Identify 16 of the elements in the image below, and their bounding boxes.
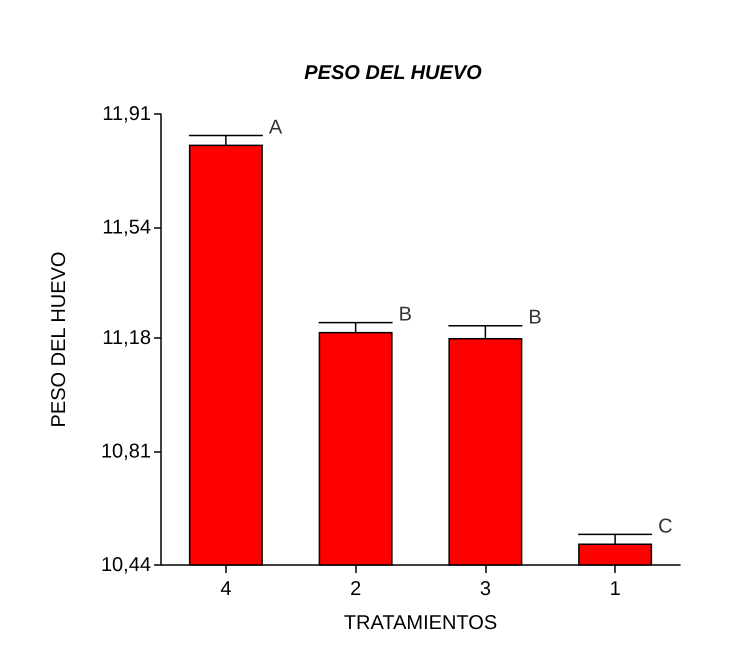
annotation: C — [658, 515, 673, 538]
x-axis-title: TRATAMIENTOS — [344, 612, 498, 634]
annotation: B — [528, 306, 542, 329]
x-tick-label: 2 — [350, 578, 362, 600]
chart-title: PESO DEL HUEVO — [304, 62, 482, 84]
x-tick-label: 4 — [220, 578, 232, 600]
annotation: A — [268, 116, 283, 138]
annotation: B — [398, 304, 412, 326]
x-tick-label: 1 — [610, 578, 621, 600]
y-axis-title: PESO DEL HUEVO — [48, 252, 70, 428]
y-tick-label: 10,81 — [100, 440, 151, 462]
y-tick-label: 11,18 — [102, 326, 151, 349]
y-tick-label: 10,44 — [100, 554, 151, 576]
y-tick-label: 11,91 — [102, 103, 151, 125]
y-tick-label: 11,54 — [102, 216, 151, 239]
x-tick-label: 3 — [480, 578, 491, 600]
